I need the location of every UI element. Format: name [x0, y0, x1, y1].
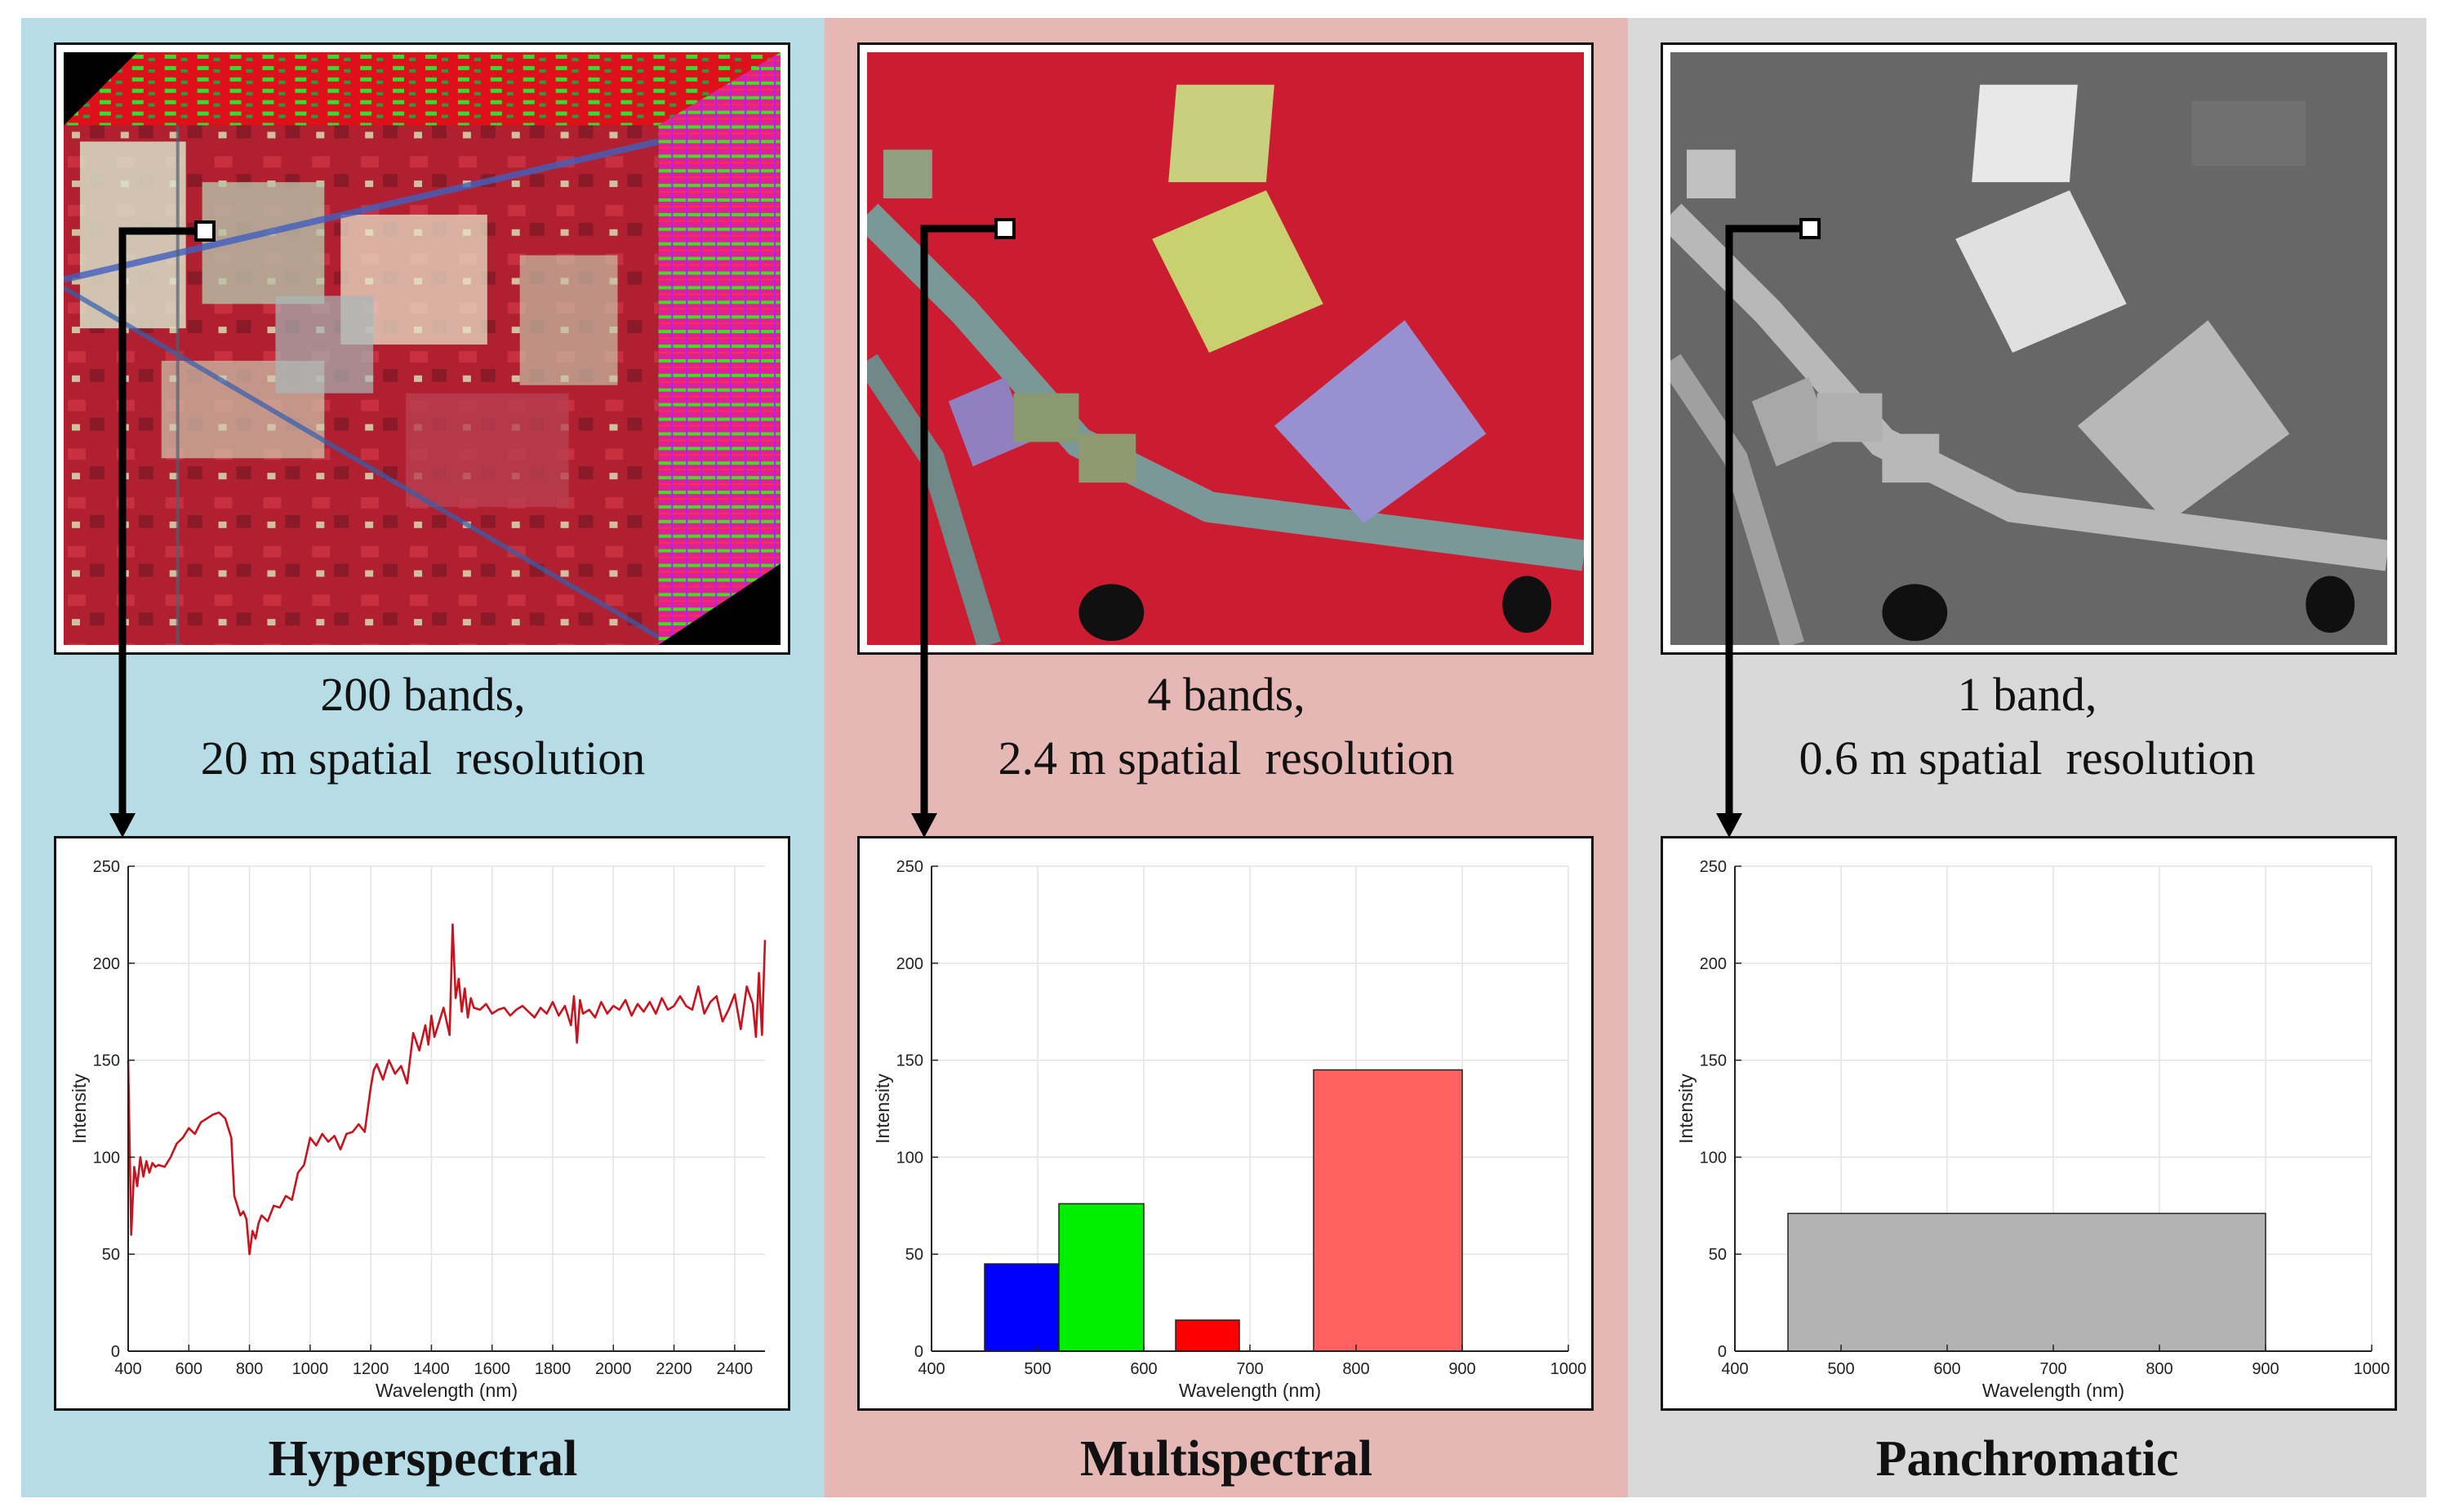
x-tick-label: 400 — [114, 1360, 141, 1378]
multispectral-title: Multispectral — [1079, 1431, 1373, 1487]
y-axis-label: Intensity — [872, 1074, 893, 1144]
y-tick-label: 150 — [93, 1052, 120, 1070]
x-axis-label: Wavelength (nm) — [1982, 1380, 2124, 1401]
x-tick-label: 2200 — [656, 1360, 692, 1378]
y-tick-label: 150 — [896, 1052, 923, 1070]
y-tick-label: 0 — [1718, 1343, 1727, 1361]
grayscale-aerial-icon — [1670, 52, 2387, 645]
x-tick-label: 1800 — [535, 1360, 571, 1378]
y-tick-label: 50 — [1709, 1246, 1727, 1264]
caption-line-1: 1 band, — [1957, 668, 2097, 721]
bar-red-band — [1175, 1319, 1240, 1352]
x-tick-label: 500 — [1827, 1360, 1854, 1378]
panchromatic-panel: 1 band, 0.6 m spatial resolution 400 500 6… — [1628, 18, 2426, 1497]
y-tick-label: 250 — [93, 858, 120, 876]
multispectral-chart-svg: 400 500 600 700 800 900 1000 0 50 100 150 200 250 Wav… — [872, 858, 1587, 1401]
panchromatic-chart-svg: 400 500 600 700 800 900 1000 0 50 100 150 200 250 Wav… — [1675, 858, 2390, 1401]
y-tick-label: 200 — [1700, 955, 1727, 973]
y-axis-label: Intensity — [1675, 1074, 1697, 1144]
x-tick-label: 700 — [1236, 1360, 1263, 1378]
hyperspectral-cube-icon — [64, 52, 780, 645]
caption-line-2: 0.6 m spatial resolution — [1799, 732, 2256, 785]
x-tick-label: 400 — [1721, 1360, 1748, 1378]
x-tick-label: 800 — [236, 1360, 263, 1378]
panchromatic-chart: 400 500 600 700 800 900 1000 0 50 100 150 200 250 Wav… — [1661, 836, 2397, 1411]
panchromatic-caption: 1 band, 0.6 m spatial resolution — [1628, 663, 2426, 790]
grid-lines — [127, 865, 765, 1352]
multispectral-caption: 4 bands, 2.4 m spatial resolution — [825, 663, 1628, 790]
y-tick-label: 250 — [896, 858, 923, 876]
y-tick-label: 50 — [102, 1246, 120, 1264]
panchromatic-title: Panchromatic — [1875, 1431, 2179, 1487]
x-tick-label: 1000 — [2354, 1360, 2390, 1378]
caption-line-1: 4 bands, — [1147, 668, 1305, 721]
x-tick-label: 600 — [176, 1360, 202, 1378]
multispectral-chart: 400 500 600 700 800 900 1000 0 50 100 150 200 250 Wav… — [857, 836, 1594, 1411]
x-tick-label: 2400 — [717, 1360, 754, 1378]
y-axis-label: Intensity — [69, 1074, 90, 1144]
bar-nir-band — [1313, 1069, 1463, 1352]
x-tick-label: 500 — [1024, 1360, 1051, 1378]
y-tick-label: 100 — [896, 1149, 923, 1167]
y-tick-label: 250 — [1700, 858, 1727, 876]
multispectral-image-frame — [857, 42, 1594, 655]
bar-blue-band — [984, 1263, 1060, 1352]
hyperspectral-chart-svg: 400 600 800 1000 1200 1400 1600 1800 2000 2200 240… — [69, 858, 767, 1401]
y-tick-label: 100 — [1700, 1149, 1727, 1167]
y-tick-label: 50 — [905, 1246, 923, 1264]
x-tick-label: 600 — [1130, 1360, 1157, 1378]
bar-panchromatic-band — [1787, 1212, 2266, 1352]
x-tick-label: 800 — [1342, 1360, 1369, 1378]
x-tick-label: 900 — [2252, 1360, 2279, 1378]
bar-green-band — [1058, 1203, 1145, 1352]
caption-line-2: 2.4 m spatial resolution — [998, 732, 1455, 785]
x-tick-label: 1000 — [292, 1360, 329, 1378]
y-tick-label: 200 — [93, 955, 120, 973]
y-tick-label: 0 — [914, 1343, 923, 1361]
x-tick-label: 800 — [2146, 1360, 2172, 1378]
caption-line-1: 200 bands, — [320, 668, 526, 721]
x-tick-label: 2000 — [595, 1360, 632, 1378]
y-tick-label: 100 — [93, 1149, 120, 1167]
hyperspectral-panel: 200 bands, 20 m spatial resolution 400 60… — [21, 18, 825, 1497]
x-tick-label: 1000 — [1550, 1360, 1587, 1378]
x-tick-label: 700 — [2039, 1360, 2066, 1378]
x-tick-label: 1400 — [413, 1360, 450, 1378]
x-axis-label: Wavelength (nm) — [1179, 1380, 1321, 1401]
x-tick-label: 1600 — [474, 1360, 510, 1378]
hyperspectral-title: Hyperspectral — [268, 1431, 578, 1487]
hyperspectral-caption: 200 bands, 20 m spatial resolution — [21, 663, 825, 790]
y-tick-label: 0 — [111, 1343, 120, 1361]
y-tick-label: 150 — [1700, 1052, 1727, 1070]
multispectral-panel: 4 bands, 2.4 m spatial resolution 400 500… — [825, 18, 1628, 1497]
x-tick-label: 600 — [1933, 1360, 1960, 1378]
x-tick-label: 900 — [1448, 1360, 1475, 1378]
panchromatic-image-frame — [1661, 42, 2397, 655]
spectrum-line — [127, 923, 767, 1256]
x-tick-label: 1200 — [353, 1360, 389, 1378]
y-tick-label: 200 — [896, 955, 923, 973]
x-tick-label: 400 — [918, 1360, 945, 1378]
x-axis-label: Wavelength (nm) — [376, 1380, 518, 1401]
caption-line-2: 20 m spatial resolution — [200, 732, 646, 785]
false-color-aerial-icon — [867, 52, 1584, 645]
hyperspectral-image-frame — [54, 42, 790, 655]
hyperspectral-chart: 400 600 800 1000 1200 1400 1600 1800 2000 2200 240… — [54, 836, 790, 1411]
